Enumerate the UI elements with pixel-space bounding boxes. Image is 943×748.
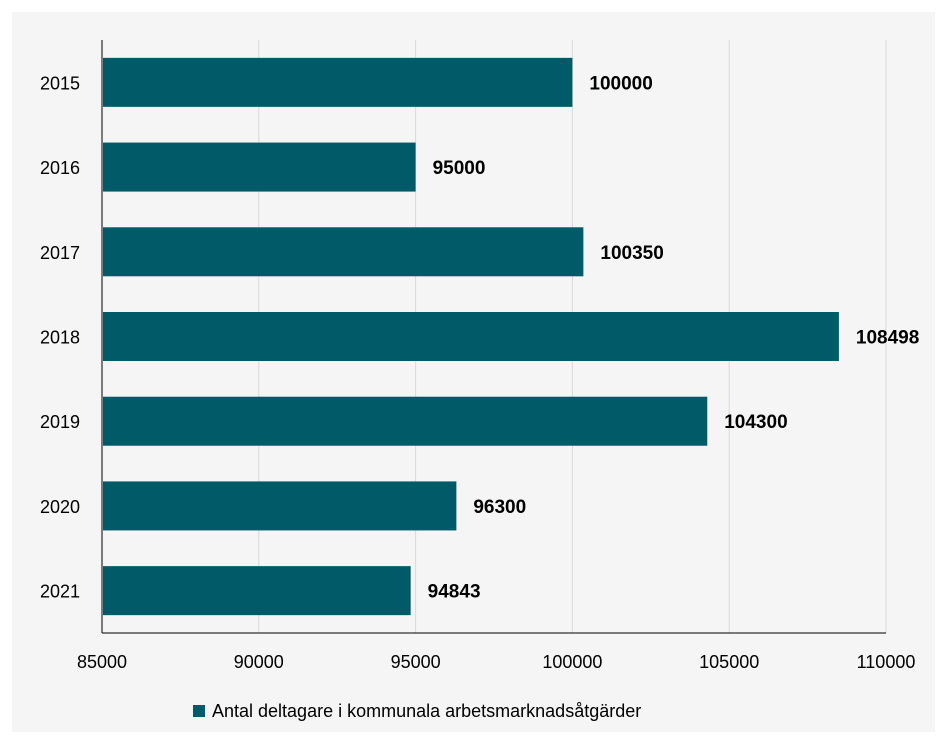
y-category-label: 2020 (40, 497, 80, 517)
bar (103, 57, 573, 107)
bar (103, 481, 457, 531)
y-category-label: 2016 (40, 158, 80, 178)
bar (103, 312, 839, 361)
data-label: 104300 (724, 412, 787, 433)
y-category-label: 2018 (40, 328, 80, 348)
x-tick-label: 85000 (77, 652, 127, 672)
legend: Antal deltagare i kommunala arbetsmarkna… (193, 701, 641, 721)
x-tick-label: 110000 (857, 652, 916, 672)
data-label: 95000 (433, 158, 486, 179)
bar (103, 566, 411, 616)
bar (103, 396, 708, 446)
data-label: 100000 (589, 73, 652, 94)
bar (103, 227, 584, 277)
y-category-label: 2017 (40, 243, 80, 263)
data-label: 108498 (856, 328, 919, 349)
bars (103, 57, 839, 616)
y-category-label: 2021 (40, 582, 80, 602)
chart-background (12, 12, 935, 732)
legend-swatch (193, 705, 205, 717)
data-labels: 100000 95000 100350 108498 104300 96300 94843 (428, 73, 920, 602)
axes: 85000 90000 95000 100000 105000 110000 2015 201… (40, 40, 915, 672)
y-category-label: 2019 (40, 412, 80, 432)
data-label: 94843 (428, 582, 481, 603)
x-tick-label: 105000 (699, 652, 759, 672)
bar (103, 142, 416, 192)
data-label: 100350 (600, 243, 663, 264)
legend-label: Antal deltagare i kommunala arbetsmarkna… (212, 701, 641, 721)
data-label: 96300 (473, 497, 526, 518)
x-tick-label: 90000 (234, 652, 284, 672)
x-tick-label: 95000 (391, 652, 441, 672)
y-category-label: 2015 (40, 73, 80, 93)
x-tick-label: 100000 (542, 652, 602, 672)
